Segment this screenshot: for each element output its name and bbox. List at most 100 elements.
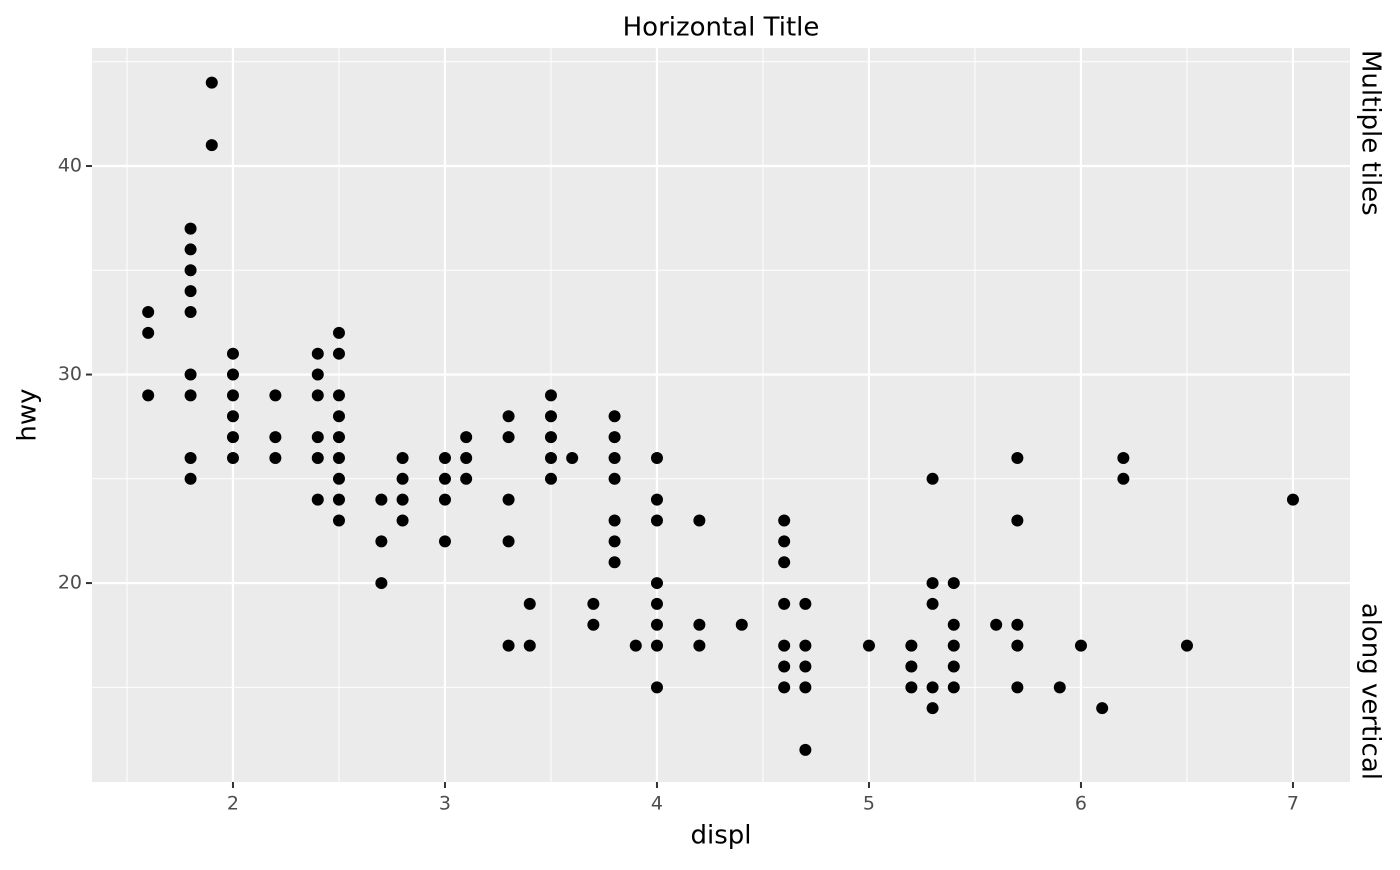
y-tick-label: 20: [58, 572, 82, 594]
point: [905, 681, 918, 694]
point: [332, 514, 345, 527]
point: [226, 389, 239, 402]
point: [926, 577, 939, 590]
point: [226, 410, 239, 423]
point: [693, 639, 706, 652]
point: [1180, 639, 1193, 652]
point: [947, 577, 960, 590]
point: [438, 451, 451, 464]
point: [650, 493, 663, 506]
point: [1096, 702, 1109, 715]
point: [799, 639, 812, 652]
point: [184, 285, 197, 298]
point: [226, 347, 239, 360]
point: [926, 472, 939, 485]
point: [735, 618, 748, 631]
point: [587, 597, 600, 610]
point: [587, 618, 600, 631]
point: [332, 347, 345, 360]
point: [332, 326, 345, 339]
point: [544, 451, 557, 464]
point: [926, 681, 939, 694]
point: [947, 681, 960, 694]
point: [799, 743, 812, 756]
point: [184, 243, 197, 256]
y-tick-label: 40: [58, 155, 82, 177]
point: [650, 639, 663, 652]
point: [311, 493, 324, 506]
point: [205, 76, 218, 89]
chart-title: Horizontal Title: [623, 13, 820, 43]
point: [778, 597, 791, 610]
x-tick-label: 3: [439, 793, 451, 815]
point: [502, 639, 515, 652]
point: [778, 660, 791, 673]
x-tick-label: 7: [1287, 793, 1299, 815]
point: [544, 389, 557, 402]
point: [608, 451, 621, 464]
right-label: along vertical: [1356, 603, 1386, 780]
point: [269, 451, 282, 464]
point: [862, 639, 875, 652]
point: [502, 410, 515, 423]
point: [1011, 618, 1024, 631]
point: [142, 326, 155, 339]
x-tick-label: 6: [1075, 793, 1087, 815]
point: [184, 264, 197, 277]
point: [778, 556, 791, 569]
point: [438, 493, 451, 506]
point: [332, 451, 345, 464]
grid: [92, 48, 1350, 782]
point: [778, 681, 791, 694]
x-tick-label: 4: [651, 793, 663, 815]
point: [1011, 514, 1024, 527]
point: [142, 389, 155, 402]
point: [905, 639, 918, 652]
point: [311, 347, 324, 360]
point: [693, 514, 706, 527]
point: [1011, 639, 1024, 652]
point: [947, 639, 960, 652]
point: [502, 493, 515, 506]
point: [905, 660, 918, 673]
point: [332, 493, 345, 506]
point: [650, 681, 663, 694]
point: [396, 493, 409, 506]
point: [947, 618, 960, 631]
point: [438, 472, 451, 485]
point: [205, 139, 218, 152]
point: [375, 493, 388, 506]
point: [311, 451, 324, 464]
point: [269, 389, 282, 402]
point: [566, 451, 579, 464]
point: [608, 472, 621, 485]
point: [396, 514, 409, 527]
point: [311, 368, 324, 381]
point: [502, 535, 515, 548]
x-axis-title: displ: [690, 821, 751, 851]
points: [142, 76, 1299, 756]
point: [375, 577, 388, 590]
y-axis-title: hwy: [13, 388, 43, 441]
point: [799, 681, 812, 694]
point: [650, 597, 663, 610]
point: [523, 639, 536, 652]
point: [438, 535, 451, 548]
point: [226, 368, 239, 381]
point: [184, 389, 197, 402]
point: [926, 597, 939, 610]
point: [332, 431, 345, 444]
point: [396, 451, 409, 464]
point: [332, 410, 345, 423]
point: [460, 451, 473, 464]
point: [332, 472, 345, 485]
point: [799, 597, 812, 610]
point: [396, 472, 409, 485]
point: [1011, 451, 1024, 464]
point: [184, 305, 197, 318]
point: [142, 305, 155, 318]
point: [311, 431, 324, 444]
right-label: Multiple tiles: [1356, 50, 1386, 216]
point: [778, 514, 791, 527]
point: [608, 431, 621, 444]
